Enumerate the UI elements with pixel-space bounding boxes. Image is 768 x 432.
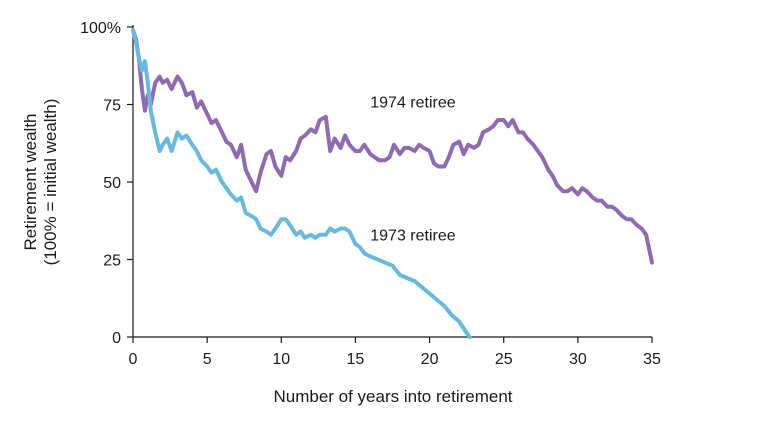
series-label-1973-retiree: 1973 retiree (370, 228, 455, 245)
x-tick-label: 30 (569, 351, 587, 368)
x-tick-label: 35 (643, 351, 661, 368)
series-line-1973-retiree (131, 28, 472, 339)
y-tick-label: 50 (103, 175, 121, 192)
y-axis-title-line-1: Retirement wealth (21, 113, 40, 250)
y-tick-label: 25 (103, 253, 121, 270)
x-axis-title: Number of years into retirement (273, 387, 512, 406)
x-tick-label: 10 (272, 351, 290, 368)
axes (127, 25, 653, 343)
y-axis-title-line-2: (100% = initial wealth) (41, 99, 60, 266)
y-tick-label: 75 (103, 98, 121, 115)
x-tick-label: 20 (421, 351, 439, 368)
x-tick-label: 25 (495, 351, 513, 368)
series-line-1974-retiree (131, 28, 654, 265)
series-layer (131, 28, 654, 339)
y-tick-label: 0 (112, 330, 121, 347)
tick-labels: 0 25 50 75 100% 0 5 10 15 20 25 30 35 (80, 20, 661, 368)
y-axis-title: Retirement wealth (100% = initial wealth… (21, 99, 60, 266)
x-tick-label: 15 (347, 351, 365, 368)
y-tick-label: 100% (80, 20, 121, 37)
series-label-1974-retiree: 1974 retiree (370, 94, 455, 111)
x-tick-label: 0 (129, 351, 138, 368)
series-labels: 1974 retiree 1973 retiree (370, 94, 455, 244)
x-tick-label: 5 (203, 351, 212, 368)
